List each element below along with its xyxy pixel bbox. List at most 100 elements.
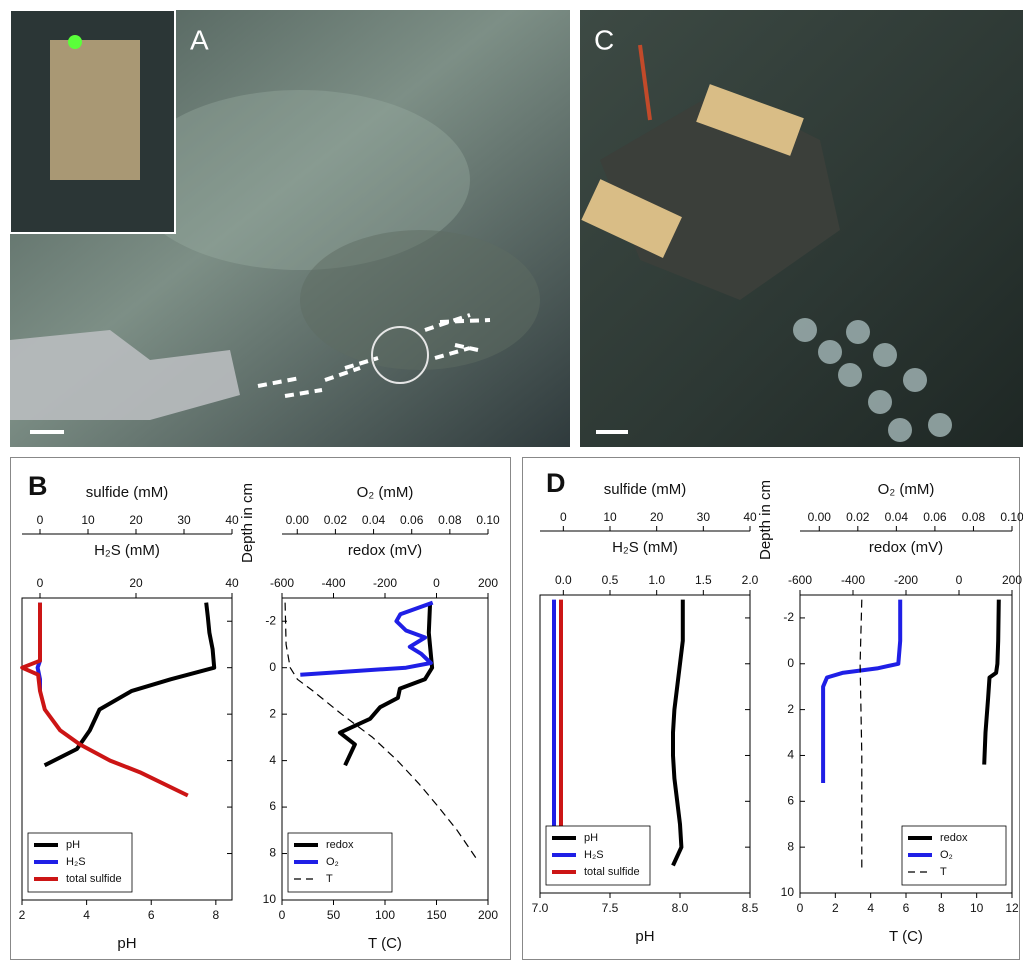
x-axis-title: O₂ (mM) bbox=[357, 484, 414, 501]
x-tick-label: 40 bbox=[225, 576, 239, 590]
legend-label: O₂ bbox=[326, 856, 339, 868]
y-tick-label: 4 bbox=[269, 753, 276, 767]
x-tick-label: 0 bbox=[560, 510, 567, 524]
x-tick-label: 7.5 bbox=[602, 901, 619, 915]
x-tick-label: 0 bbox=[37, 576, 44, 590]
legend-label: T bbox=[940, 866, 947, 878]
legend-label: pH bbox=[66, 839, 80, 851]
x-tick-label: 4 bbox=[867, 901, 874, 915]
legend-label: pH bbox=[584, 832, 598, 844]
legend-label: total sulfide bbox=[584, 866, 640, 878]
x-tick-label: 10 bbox=[970, 901, 984, 915]
x-tick-label: 2.0 bbox=[742, 573, 759, 587]
x-tick-label: 0.00 bbox=[808, 510, 832, 524]
x-tick-label: -200 bbox=[373, 576, 397, 590]
x-axis-title: pH bbox=[117, 935, 136, 952]
x-tick-label: -200 bbox=[894, 573, 918, 587]
photo-c: C bbox=[580, 10, 1023, 447]
series-line bbox=[285, 603, 478, 861]
series-line bbox=[860, 600, 862, 871]
legend-label: H₂S bbox=[66, 856, 86, 868]
x-tick-label: 10 bbox=[603, 510, 617, 524]
x-tick-label: 2 bbox=[19, 908, 26, 922]
x-axis-title: H₂S (mM) bbox=[94, 542, 160, 559]
x-tick-label: 0 bbox=[37, 513, 44, 527]
x-axis-title: H₂S (mM) bbox=[612, 539, 678, 556]
x-tick-label: 7.0 bbox=[532, 901, 549, 915]
y-tick-label: 8 bbox=[787, 839, 794, 853]
x-tick-label: 1.0 bbox=[648, 573, 665, 587]
x-tick-label: 0.06 bbox=[923, 510, 947, 524]
x-tick-label: 0.04 bbox=[362, 513, 386, 527]
y-tick-label: -2 bbox=[783, 610, 794, 624]
x-tick-label: 40 bbox=[225, 513, 239, 527]
x-axis-title: T (C) bbox=[368, 935, 402, 952]
legend-label: total sulfide bbox=[66, 873, 122, 885]
x-tick-label: 200 bbox=[478, 908, 498, 922]
x-tick-label: 10 bbox=[81, 513, 95, 527]
x-tick-label: 0.00 bbox=[286, 513, 310, 527]
x-tick-label: 0.0 bbox=[555, 573, 572, 587]
y-tick-label: 2 bbox=[787, 702, 794, 716]
x-axis-title: sulfide (mM) bbox=[604, 481, 687, 498]
x-tick-label: 0.10 bbox=[476, 513, 500, 527]
x-axis-title: T (C) bbox=[889, 928, 923, 945]
x-axis-title: redox (mV) bbox=[869, 539, 943, 556]
y-tick-label: 10 bbox=[781, 885, 795, 899]
y-tick-label: 6 bbox=[787, 793, 794, 807]
x-tick-label: 20 bbox=[650, 510, 664, 524]
series-line bbox=[300, 603, 432, 675]
x-axis-title: sulfide (mM) bbox=[86, 484, 169, 501]
y-tick-label: 8 bbox=[269, 846, 276, 860]
x-tick-label: 2 bbox=[832, 901, 839, 915]
x-axis-title: O₂ (mM) bbox=[878, 481, 935, 498]
x-tick-label: 0.02 bbox=[846, 510, 870, 524]
x-tick-label: 200 bbox=[1002, 573, 1022, 587]
x-tick-label: 100 bbox=[375, 908, 395, 922]
x-tick-label: 0 bbox=[433, 576, 440, 590]
x-tick-label: 50 bbox=[327, 908, 341, 922]
legend-label: redox bbox=[326, 839, 354, 851]
series-line bbox=[45, 603, 215, 766]
legend-label: O₂ bbox=[940, 849, 953, 861]
y-tick-label: 2 bbox=[269, 706, 276, 720]
x-tick-label: -400 bbox=[321, 576, 345, 590]
x-tick-label: -600 bbox=[788, 573, 812, 587]
series-line bbox=[22, 603, 188, 796]
x-tick-label: 30 bbox=[177, 513, 191, 527]
series-line bbox=[984, 600, 999, 765]
y-tick-label: 4 bbox=[787, 748, 794, 762]
x-tick-label: 0.10 bbox=[1000, 510, 1023, 524]
x-tick-label: 200 bbox=[478, 576, 498, 590]
x-tick-label: 20 bbox=[129, 576, 143, 590]
photo-a: A bbox=[10, 10, 570, 447]
photo-label: A bbox=[190, 24, 209, 55]
x-tick-label: 0.08 bbox=[962, 510, 986, 524]
x-tick-label: 0 bbox=[797, 901, 804, 915]
panel-label: B bbox=[28, 471, 48, 501]
photo-label: C bbox=[594, 24, 614, 55]
x-tick-label: 30 bbox=[697, 510, 711, 524]
legend-label: T bbox=[326, 873, 333, 885]
y-axis-title: Depth in cm bbox=[757, 480, 774, 560]
x-axis-title: redox (mV) bbox=[348, 542, 422, 559]
x-axis-title: pH bbox=[635, 928, 654, 945]
x-tick-label: 20 bbox=[129, 513, 143, 527]
x-tick-label: -400 bbox=[841, 573, 865, 587]
x-tick-label: 1.5 bbox=[695, 573, 712, 587]
x-tick-label: 4 bbox=[83, 908, 90, 922]
x-tick-label: 12 bbox=[1005, 901, 1019, 915]
figure: A C B2468pH010203040sulfide (mM)02040H₂S… bbox=[0, 0, 1023, 965]
y-tick-label: 0 bbox=[269, 660, 276, 674]
x-tick-label: 0.06 bbox=[400, 513, 424, 527]
y-tick-label: 0 bbox=[787, 656, 794, 670]
legend-label: H₂S bbox=[584, 849, 604, 861]
x-tick-label: 8.0 bbox=[672, 901, 689, 915]
panel-label: D bbox=[546, 468, 566, 498]
x-tick-label: 0 bbox=[279, 908, 286, 922]
series-line bbox=[340, 603, 432, 766]
y-tick-label: 6 bbox=[269, 799, 276, 813]
x-tick-label: 8.5 bbox=[742, 901, 759, 915]
series-line bbox=[673, 600, 683, 866]
y-axis-title: Depth in cm bbox=[239, 483, 256, 563]
